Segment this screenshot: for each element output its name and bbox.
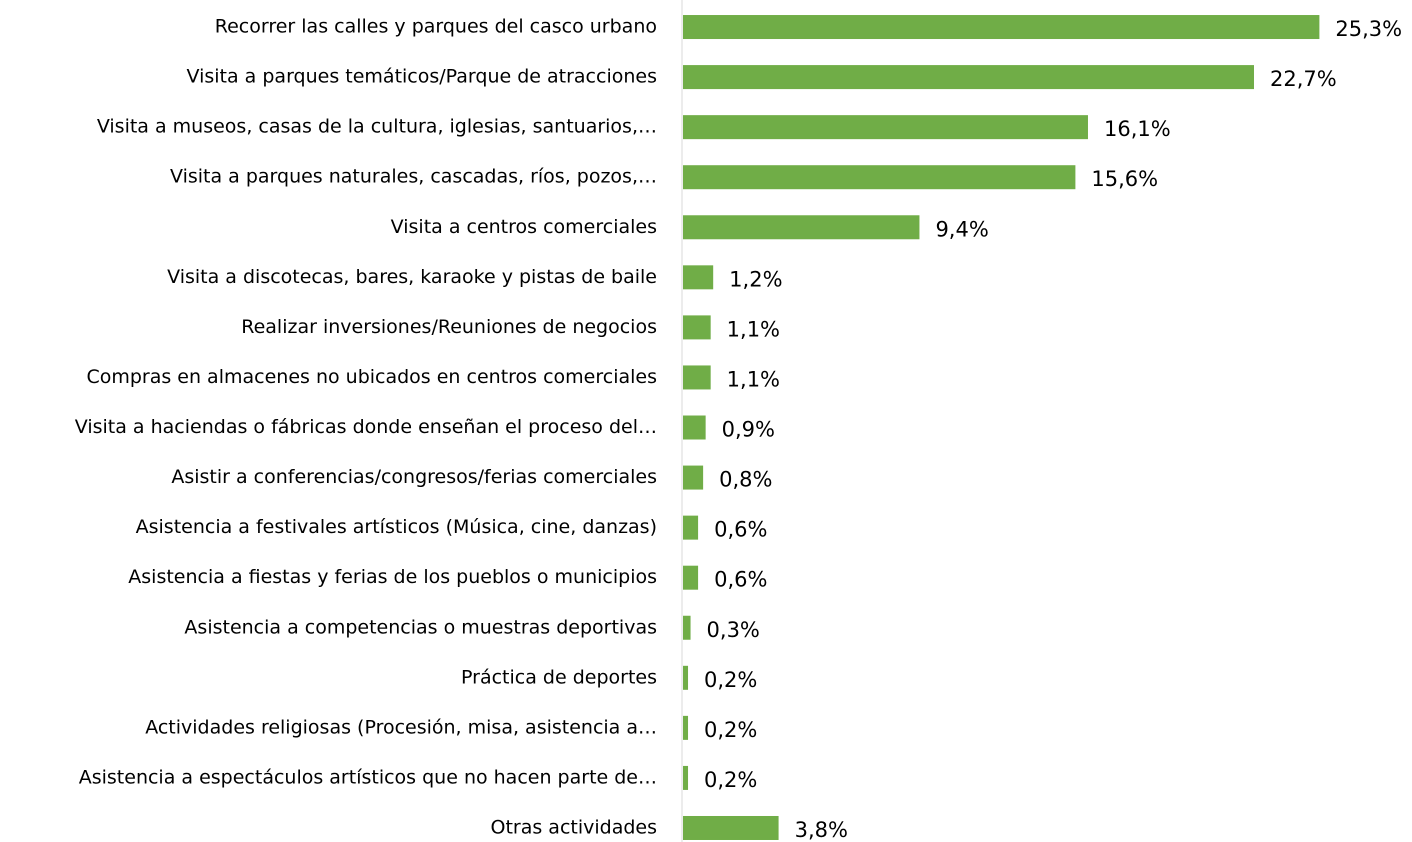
bar [683, 765, 689, 790]
value-label: 0,6% [714, 568, 767, 592]
category-label: Visita a parques naturales, cascadas, rí… [170, 166, 657, 188]
bar [683, 815, 779, 840]
value-label: 0,6% [714, 518, 767, 542]
bar [683, 165, 1076, 190]
category-label: Recorrer las calles y parques del casco … [215, 16, 657, 38]
value-label: 0,8% [719, 468, 772, 492]
bar [683, 615, 691, 640]
bar [683, 215, 920, 240]
value-label: 1,1% [727, 367, 780, 391]
value-label: 1,1% [727, 317, 780, 341]
category-label: Asistencia a espectáculos artísticos que… [79, 766, 657, 788]
category-label: Asistencia a competencias o muestras dep… [184, 616, 657, 638]
bar [683, 365, 711, 390]
category-label: Práctica de deportes [461, 666, 657, 688]
category-label: Realizar inversiones/Reuniones de negoci… [241, 316, 657, 338]
category-label: Actividades religiosas (Procesión, misa,… [145, 716, 657, 738]
bar [683, 115, 1088, 140]
value-label: 0,9% [722, 418, 775, 442]
bar [683, 715, 689, 740]
bar [683, 315, 711, 340]
category-label: Visita a centros comerciales [391, 216, 657, 238]
bar [683, 415, 706, 440]
category-label: Compras en almacenes no ubicados en cent… [86, 366, 657, 388]
category-label: Otras actividades [491, 816, 658, 838]
value-label: 22,7% [1270, 67, 1337, 91]
value-label: 25,3% [1335, 17, 1402, 41]
bar [683, 15, 1320, 40]
value-label: 0,2% [704, 668, 757, 692]
value-label: 0,2% [704, 718, 757, 742]
category-label: Visita a discotecas, bares, karaoke y pi… [167, 266, 657, 288]
value-label: 3,8% [795, 818, 848, 842]
value-label: 0,3% [707, 618, 760, 642]
category-label: Visita a museos, casas de la cultura, ig… [97, 116, 657, 138]
category-label: Visita a haciendas o fábricas donde ense… [75, 416, 657, 438]
value-label: 0,2% [704, 768, 757, 792]
value-label: 16,1% [1104, 117, 1171, 141]
bar [683, 515, 699, 540]
value-label: 9,4% [935, 217, 988, 241]
category-label: Visita a parques temáticos/Parque de atr… [187, 66, 657, 88]
bar [683, 465, 704, 490]
category-label: Asistencia a festivales artísticos (Músi… [136, 516, 657, 538]
category-label: Asistencia a fiestas y ferias de los pue… [128, 566, 657, 588]
category-label: Asistir a conferencias/congresos/ferias … [171, 466, 657, 488]
bar [683, 265, 714, 290]
value-label: 1,2% [729, 267, 782, 291]
value-label: 15,6% [1091, 167, 1158, 191]
bar [683, 565, 699, 590]
bar [683, 65, 1254, 90]
bar [683, 665, 689, 690]
